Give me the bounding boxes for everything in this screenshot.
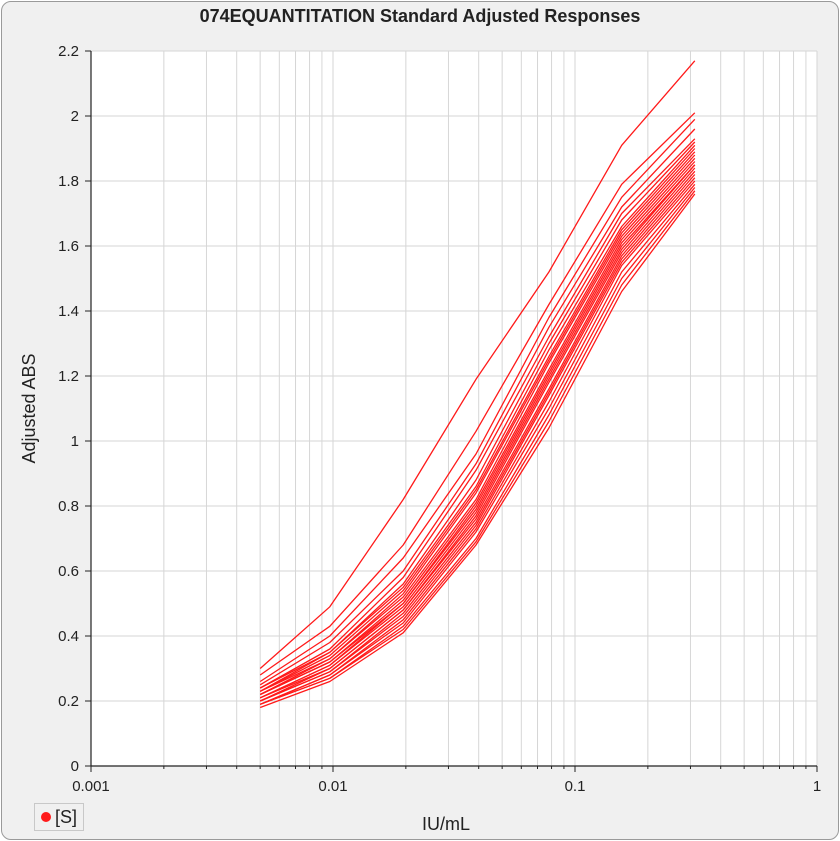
axes: 0.001 0.01 0.1 1 0 0.2 0.4 0.6 0.8 1 1.2 1.4 1.6 1.8 2… <box>58 43 821 795</box>
series-line <box>259 170 696 702</box>
y-tick-label: 0.2 <box>58 693 79 710</box>
series-line <box>259 154 696 696</box>
y-tick-label: 1.6 <box>58 238 79 255</box>
y-tick-label: 0.8 <box>58 498 79 515</box>
y-tick-label: 1.4 <box>58 303 79 320</box>
y-tick-label: 0 <box>71 758 79 775</box>
y-tick-label: 2 <box>71 108 79 125</box>
series-lines <box>259 60 696 709</box>
y-tick-label: 1.2 <box>58 368 79 385</box>
y-tick-label: 1 <box>71 433 79 450</box>
series-line <box>259 177 696 702</box>
red-dot-icon <box>41 812 51 822</box>
series-line <box>259 183 696 705</box>
y-tick-label: 0.4 <box>58 628 79 645</box>
series-line <box>259 164 696 699</box>
series-line <box>259 148 696 692</box>
chart-title: 074EQUANTITATION Standard Adjusted Respo… <box>199 6 641 26</box>
legend[interactable]: [S] <box>34 803 85 831</box>
x-axis-label: IU/mL <box>422 814 470 834</box>
y-tick-label: 2.2 <box>58 43 79 60</box>
series-line <box>259 118 696 683</box>
y-axis-label: Adjusted ABS <box>19 353 39 463</box>
x-tick-label: 0.001 <box>72 778 110 795</box>
series-line <box>259 60 696 669</box>
x-tick-label: 0.1 <box>565 778 586 795</box>
series-line <box>259 144 696 692</box>
x-tick-label: 0.01 <box>318 778 347 795</box>
series-line <box>259 190 696 705</box>
series-line <box>259 128 696 686</box>
series-line <box>259 161 696 696</box>
x-tick-label: 1 <box>813 778 821 795</box>
plot-area <box>91 51 817 766</box>
y-tick-label: 1.8 <box>58 173 79 190</box>
series-line <box>259 112 696 676</box>
legend-label: [S] <box>55 806 78 827</box>
series-line <box>259 138 696 689</box>
y-tick-label: 0.6 <box>58 563 79 580</box>
series-line <box>259 193 696 709</box>
